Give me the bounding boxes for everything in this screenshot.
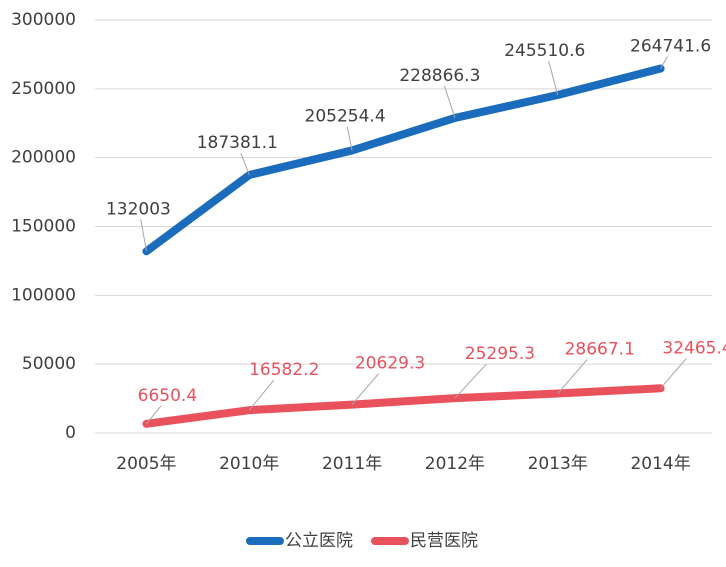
x-tick-label: 2012年 — [425, 454, 485, 474]
data-label: 245510.6 — [504, 41, 585, 61]
x-tick-label: 2005年 — [116, 454, 176, 474]
leader-line — [248, 379, 275, 411]
leader-line — [240, 152, 250, 176]
series-line — [142, 384, 665, 428]
data-label: 264741.6 — [630, 37, 711, 57]
data-label: 6650.4 — [138, 386, 197, 406]
leader-line — [660, 357, 687, 389]
leader-line — [346, 126, 353, 151]
x-tick-label: 2014年 — [630, 454, 690, 474]
y-tick-label: 0 — [65, 423, 76, 443]
leader-line — [140, 219, 147, 252]
y-tick-label: 200000 — [11, 148, 76, 168]
data-label: 132003 — [106, 199, 171, 219]
leader-line — [557, 359, 588, 394]
leader-line — [146, 405, 162, 425]
data-label: 25295.3 — [465, 344, 535, 364]
y-tick-label: 50000 — [22, 354, 76, 374]
data-label: 228866.3 — [399, 66, 480, 86]
y-tick-label: 100000 — [11, 285, 76, 305]
series-line — [142, 64, 665, 256]
leader-line — [454, 363, 487, 399]
x-tick-label: 2011年 — [322, 454, 382, 474]
y-tick-label: 250000 — [11, 79, 76, 99]
y-tick-label: 150000 — [11, 217, 76, 237]
leader-line — [443, 85, 456, 119]
data-label: 187381.1 — [197, 133, 278, 153]
data-label: 28667.1 — [565, 340, 635, 360]
legend-label: 民营医院 — [410, 531, 478, 551]
leader-line — [660, 56, 669, 69]
data-label: 16582.2 — [249, 360, 319, 380]
data-label: 205254.4 — [305, 106, 386, 126]
leader-line — [351, 373, 380, 405]
data-label: 32465.4 — [662, 338, 726, 358]
data-label: 20629.3 — [355, 354, 425, 374]
y-tick-label: 300000 — [11, 10, 76, 30]
x-tick-label: 2010年 — [219, 454, 279, 474]
legend-label: 公立医院 — [285, 531, 353, 551]
leader-line — [548, 60, 559, 96]
x-tick-label: 2013年 — [528, 454, 588, 474]
